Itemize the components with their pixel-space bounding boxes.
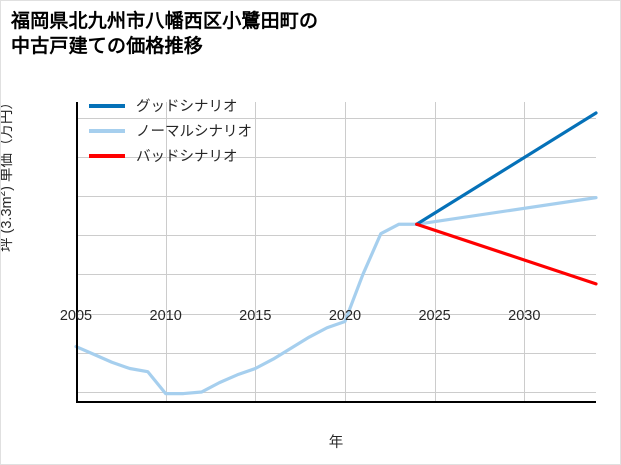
legend-swatch-line-icon	[89, 153, 125, 158]
y-axis-label-superscript: 2	[1, 191, 8, 197]
legend-swatch-line-icon	[89, 103, 125, 108]
gridline-vertical	[434, 102, 436, 403]
gridline-horizontal	[76, 235, 596, 237]
x-tick-label: 2025	[418, 308, 451, 324]
legend-swatch-line-icon	[89, 128, 125, 133]
x-axis-label: 年	[328, 435, 344, 451]
legend-item[interactable]: バッドシナリオ	[89, 143, 319, 168]
page-title: 福岡県北九州市八幡西区小鷺田町の 中古戸建ての価格推移	[11, 11, 319, 58]
x-tick-label: 2010	[149, 308, 182, 324]
gridline-horizontal	[76, 117, 596, 119]
x-tick-label: 2030	[508, 308, 541, 324]
y-axis-label: 坪 (3.3m2) 単価（万円）	[1, 95, 16, 252]
x-tick-label: 2005	[59, 308, 93, 324]
legend-item[interactable]: グッドシナリオ	[89, 93, 319, 118]
y-axis-spine	[76, 102, 78, 403]
gridline-horizontal	[76, 156, 596, 158]
x-tick-label: 2020	[328, 308, 362, 324]
gridline-vertical	[524, 102, 526, 403]
legend-item[interactable]: ノーマルシナリオ	[89, 118, 319, 143]
legend-item-label: グッドシナリオ	[136, 99, 238, 115]
plot-area	[74, 102, 598, 403]
gridline-horizontal	[76, 196, 596, 198]
chart-legend: グッドシナリオ ノーマルシナリオ バッドシナリオ	[89, 93, 319, 168]
gridline-horizontal	[76, 352, 596, 354]
x-tick-label: 2015	[239, 308, 272, 324]
gridline-horizontal	[76, 392, 596, 394]
legend-item-label: ノーマルシナリオ	[136, 124, 252, 140]
gridline-horizontal	[76, 274, 596, 276]
legend-item-label: バッドシナリオ	[136, 149, 238, 165]
series-line-normal	[74, 196, 598, 396]
x-axis-spine	[76, 401, 596, 403]
gridline-vertical	[344, 102, 346, 403]
series-line-good	[415, 111, 598, 226]
